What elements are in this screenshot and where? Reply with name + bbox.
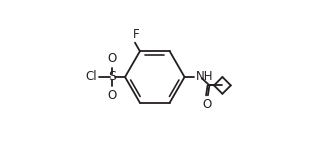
Text: S: S — [108, 71, 116, 83]
Text: F: F — [132, 28, 139, 41]
Text: O: O — [108, 52, 117, 65]
Text: NH: NH — [196, 71, 214, 83]
Text: O: O — [108, 89, 117, 102]
Text: Cl: Cl — [86, 71, 97, 83]
Text: O: O — [202, 98, 212, 111]
